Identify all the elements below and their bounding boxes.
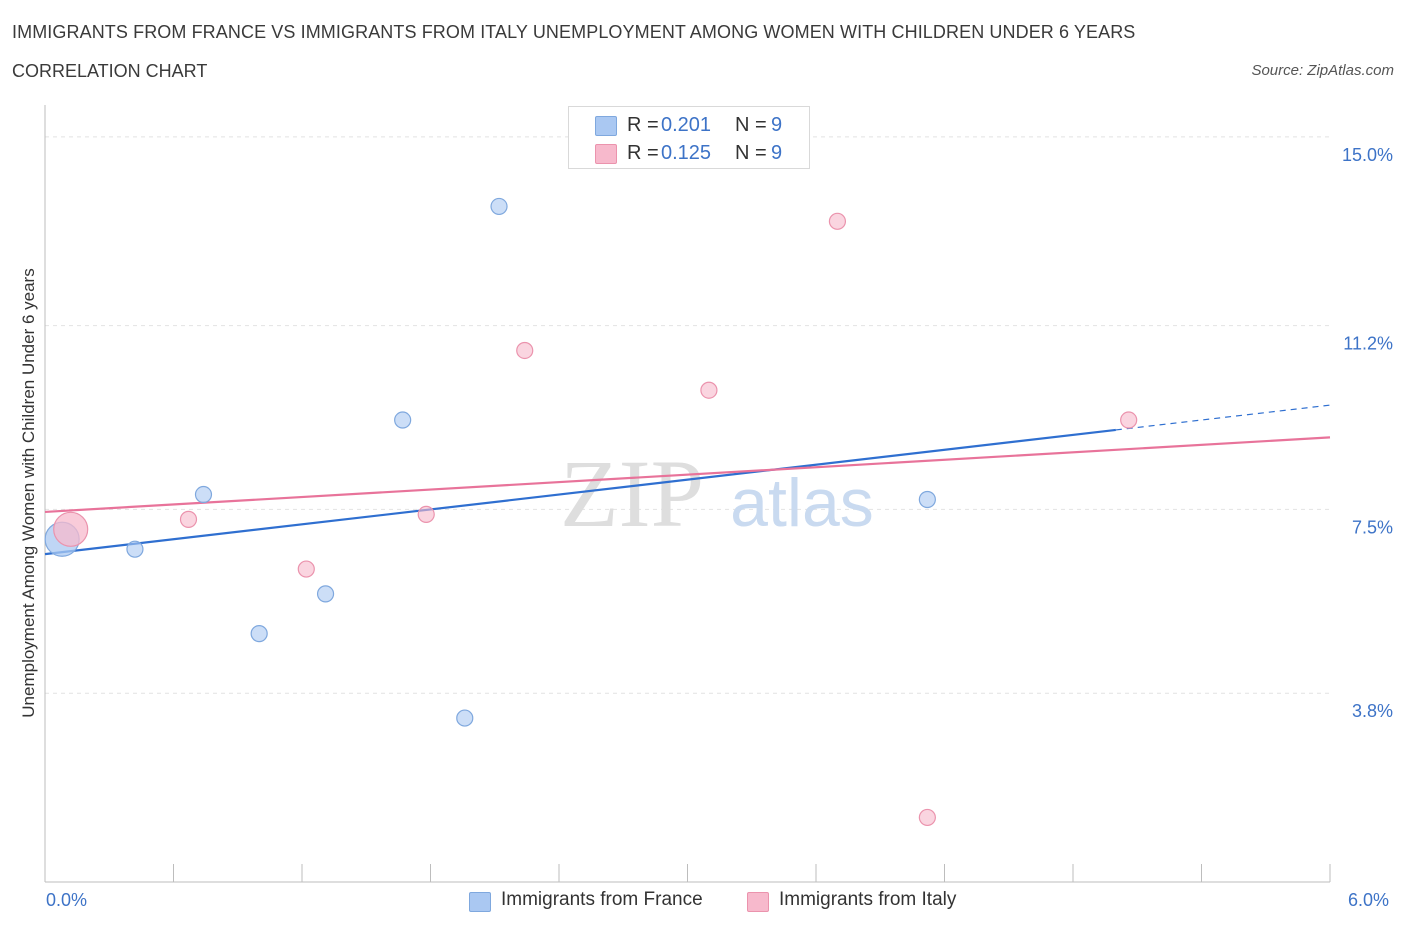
trend-lines [44, 404, 1331, 556]
data-point-italy[interactable] [828, 212, 847, 230]
data-point-italy[interactable] [1120, 411, 1138, 429]
series-swatch-italy [747, 892, 769, 912]
data-point-france[interactable] [316, 585, 335, 603]
y-axis-label: Unemployment Among Women with Children U… [19, 268, 38, 718]
trend-line-france [44, 428, 1116, 556]
data-point-italy[interactable] [297, 560, 315, 578]
y-tick-label: 15.0% [1342, 145, 1393, 165]
y-tick-label: 11.2% [1343, 334, 1393, 354]
legend-r-value-italy: 0.125 [661, 142, 712, 164]
legend-r-label: R = [627, 114, 659, 136]
legend-n-value-italy: 9 [771, 142, 783, 164]
trend-line-extension-france [1115, 404, 1331, 431]
data-point-france[interactable] [490, 197, 508, 216]
watermark-atlas: atlas [730, 465, 874, 541]
axes [44, 105, 1331, 883]
data-point-italy[interactable] [53, 511, 89, 547]
y-tick-labels: 3.8% 7.5% 11.2% 15.0% [1342, 145, 1393, 721]
legend-r-label: R = [627, 142, 659, 164]
series-label-italy: Immigrants from Italy [779, 889, 957, 910]
y-tick-label: 3.8% [1352, 701, 1393, 721]
data-point-italy[interactable] [417, 505, 435, 524]
legend-n-label: N = [735, 114, 767, 136]
data-point-france[interactable] [918, 490, 936, 509]
data-point-france[interactable] [394, 411, 412, 429]
legend-swatch-france [595, 116, 617, 136]
chart-title: IMMIGRANTS FROM FRANCE VS IMMIGRANTS FRO… [12, 22, 1136, 42]
gridlines [45, 136, 1330, 694]
data-point-france[interactable] [194, 485, 213, 504]
legend-swatch-italy [595, 144, 617, 164]
correlation-legend: R = 0.201 N = 9 R = 0.125 N = 9 [568, 106, 810, 169]
x-tick-label-max: 6.0% [1348, 890, 1390, 910]
data-point-italy[interactable] [179, 510, 198, 528]
x-tick-label-min: 0.0% [46, 890, 88, 910]
chart-subtitle: CORRELATION CHART [12, 61, 208, 81]
data-point-france[interactable] [250, 625, 268, 643]
data-point-france[interactable] [126, 540, 144, 558]
legend-n-label: N = [735, 142, 767, 164]
data-point-italy[interactable] [516, 341, 534, 360]
data-point-italy[interactable] [700, 381, 718, 399]
trend-line-italy [44, 436, 1331, 514]
legend-n-value-france: 9 [771, 114, 783, 136]
data-points [44, 197, 1138, 827]
data-point-italy[interactable] [918, 808, 936, 827]
data-point-france[interactable] [456, 709, 474, 727]
legend-r-value-france: 0.201 [661, 114, 712, 136]
y-tick-label: 7.5% [1352, 517, 1393, 537]
source-credit: Source: ZipAtlas.com [1251, 62, 1394, 79]
watermark-zip: ZIP [560, 440, 704, 547]
series-label-france: Immigrants from France [501, 889, 703, 910]
series-swatch-france [469, 892, 491, 912]
